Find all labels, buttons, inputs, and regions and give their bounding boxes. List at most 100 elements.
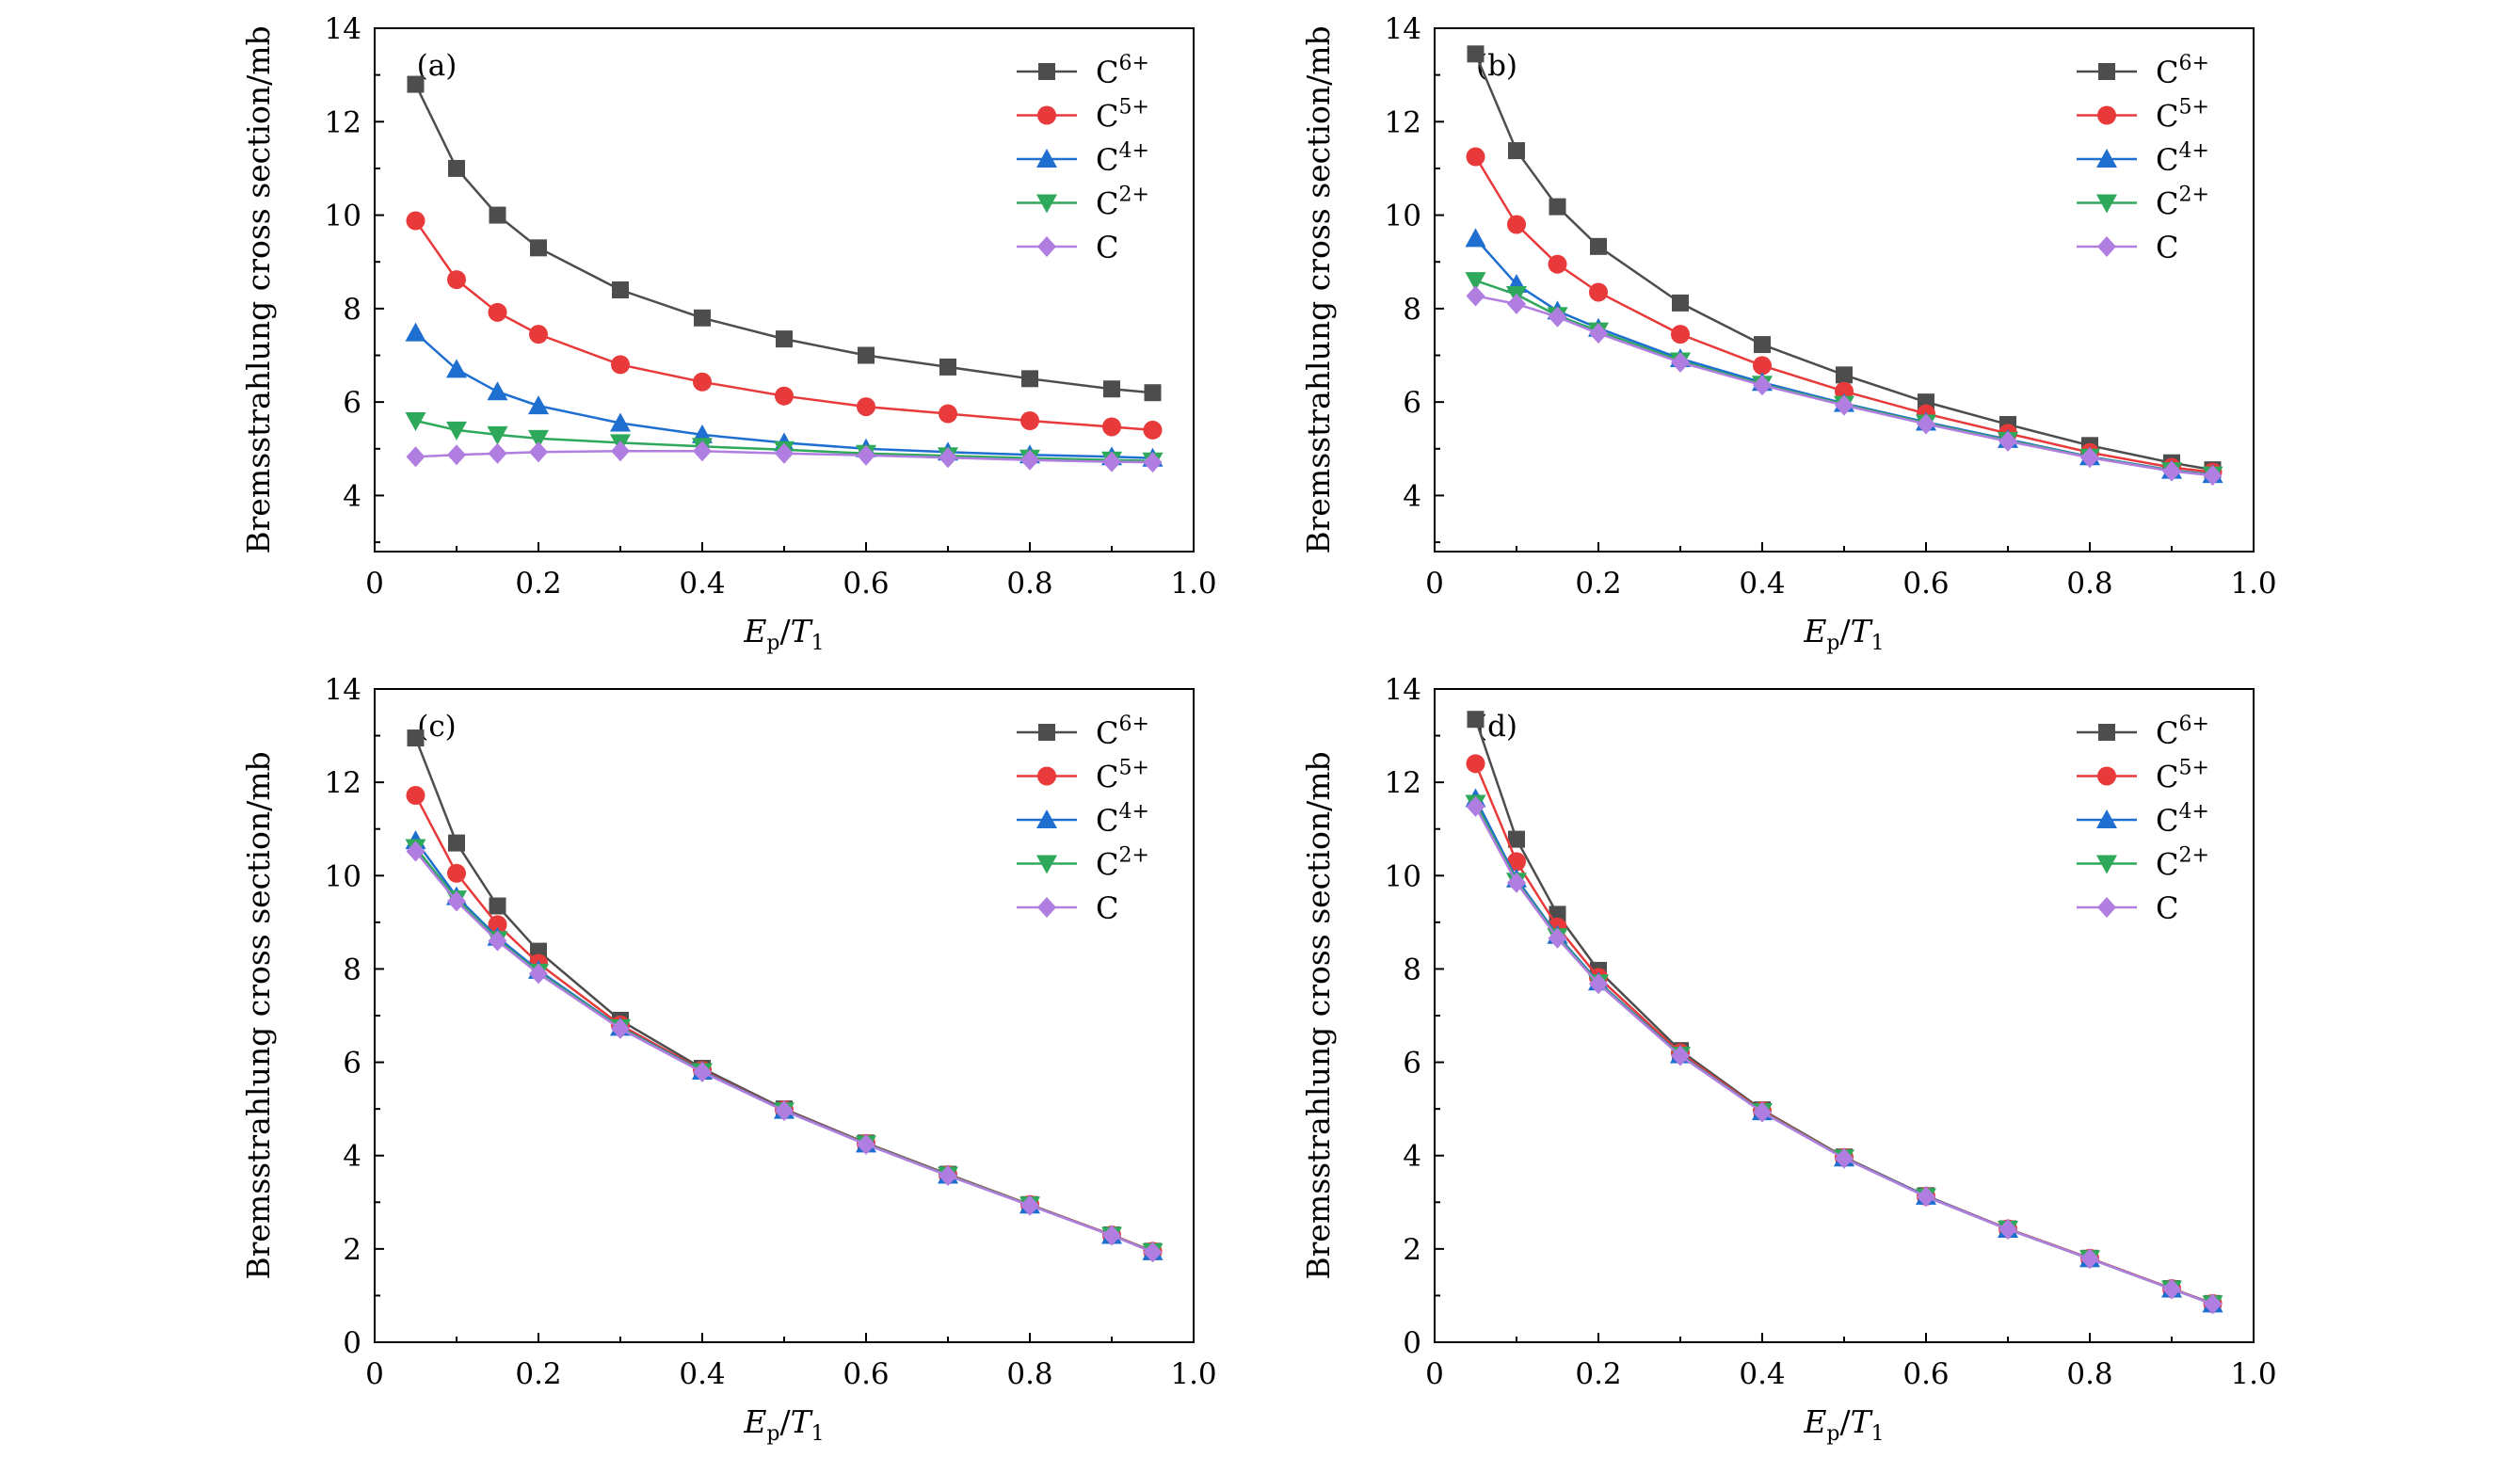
- data-point: [446, 421, 467, 441]
- data-point: [1549, 198, 1566, 216]
- data-point: [1671, 325, 1690, 344]
- data-point: [693, 441, 712, 462]
- data-point: [487, 381, 508, 401]
- legend-label: C6+: [2156, 52, 2209, 90]
- data-point: [1143, 420, 1163, 440]
- series-c5plus: [1466, 754, 2223, 1313]
- x-tick-label: 0.8: [2066, 1357, 2112, 1391]
- y-tick-label: 12: [325, 105, 361, 139]
- y-tick-label: 4: [343, 479, 361, 513]
- x-tick-label: 0.4: [1739, 1357, 1785, 1391]
- legend-label: C4+: [1096, 139, 1149, 178]
- data-point: [2162, 460, 2181, 482]
- data-point: [488, 915, 507, 935]
- x-axis-title-den-sub: 1: [811, 1422, 825, 1446]
- data-point: [447, 890, 466, 912]
- x-axis-title-sep: /: [1840, 1403, 1852, 1440]
- legend-label-sup: 4+: [1118, 139, 1148, 163]
- data-point: [1671, 1045, 1690, 1066]
- legend-label: C2+: [1096, 844, 1149, 883]
- data-point: [1507, 872, 1526, 893]
- legend-marker: [2096, 855, 2117, 874]
- legend-marker: [2096, 194, 2117, 214]
- data-point: [857, 397, 875, 417]
- legend-marker: [2098, 63, 2115, 80]
- x-axis-title-main: E: [1803, 613, 1826, 649]
- plot-frame: [1434, 688, 2255, 1343]
- legend-label: C5+: [2156, 96, 2209, 135]
- series-line: [1474, 237, 2213, 476]
- series-line: [1474, 718, 2213, 1306]
- legend-item: C6+: [1017, 52, 1149, 90]
- legend-label-sup: 4+: [2178, 800, 2208, 824]
- data-point: [775, 442, 794, 464]
- legend-item: C2+: [2077, 844, 2209, 883]
- x-axis-title: Ep/T1: [1803, 1403, 1884, 1446]
- data-point: [1466, 754, 1485, 774]
- y-tick-label: 8: [343, 953, 361, 986]
- data-point: [775, 386, 794, 406]
- legend-marker: [2096, 149, 2117, 168]
- y-tick-label: 10: [325, 859, 361, 893]
- y-tick-label: 8: [1403, 293, 1421, 327]
- x-axis-title-main: E: [1803, 1403, 1826, 1440]
- panel-d: 0 0.2 0.4 0.6 0.8 1.0 0 2 4 6 8 10 12 14 Ep/T1 Bremsstr…: [1300, 673, 2277, 1446]
- data-point: [1507, 215, 1526, 234]
- x-tick-label: 0: [365, 567, 384, 601]
- x-axis-title-sub: p: [766, 1422, 779, 1446]
- data-point: [611, 441, 630, 462]
- x-tick-label: 0.2: [515, 1357, 561, 1391]
- series-line: [1474, 155, 2213, 473]
- data-point: [405, 322, 426, 342]
- legend-label: C6+: [1096, 713, 1149, 751]
- data-point: [446, 359, 467, 378]
- data-point: [611, 1017, 630, 1039]
- data-point: [1835, 1147, 1854, 1169]
- legend-label: C4+: [2156, 800, 2209, 839]
- data-point: [612, 281, 629, 298]
- data-point: [939, 447, 957, 469]
- legend-label-sup: 6+: [1118, 713, 1148, 736]
- data-point: [1144, 384, 1162, 402]
- data-point: [529, 325, 548, 344]
- x-tick-label: 0.6: [843, 1357, 889, 1391]
- legend-label-base: C: [2156, 715, 2178, 751]
- x-axis-title-den: T: [1851, 613, 1874, 649]
- legend-item: C2+: [1017, 184, 1149, 222]
- y-tick-label: 6: [1403, 386, 1421, 420]
- x-tick-label: 0.8: [1006, 1357, 1052, 1391]
- data-point: [1507, 293, 1526, 314]
- series-line: [1474, 762, 2213, 1306]
- legend-label-base: C: [1096, 230, 1118, 265]
- y-tick-label: 4: [343, 1140, 361, 1174]
- data-point: [1021, 370, 1038, 388]
- series-c2plus: [1465, 794, 2223, 1315]
- x-tick-label: 0.2: [1575, 1357, 1621, 1391]
- x-axis-title: Ep/T1: [743, 1403, 824, 1446]
- data-point: [1508, 830, 1525, 848]
- legend-marker: [1037, 236, 1056, 257]
- data-point: [1465, 228, 1486, 248]
- x-axis-title-den: T: [1851, 1403, 1874, 1440]
- legend-marker: [1036, 194, 1057, 214]
- x-tick-label: 0: [1425, 1357, 1444, 1391]
- x-axis-title-den: T: [791, 1403, 814, 1440]
- legend-item: C: [2077, 890, 2178, 926]
- data-point: [489, 206, 506, 224]
- data-point: [1548, 927, 1567, 949]
- y-tick-label: 4: [1403, 1140, 1421, 1174]
- data-point: [1102, 1225, 1121, 1246]
- y-tick-label: 6: [343, 1047, 361, 1081]
- data-point: [1753, 375, 1772, 396]
- data-point: [1467, 711, 1485, 729]
- y-tick-label: 8: [1403, 953, 1421, 986]
- series-c: [1466, 795, 2223, 1315]
- data-point: [406, 211, 425, 231]
- legend-label-base: C: [2156, 890, 2178, 926]
- legend-label-sup: 6+: [2178, 52, 2208, 75]
- data-point: [1589, 973, 1608, 995]
- x-tick-label: 0.2: [515, 567, 561, 601]
- legend-item: C6+: [2077, 713, 2209, 751]
- data-point: [487, 425, 508, 445]
- legend-label-base: C: [2156, 55, 2178, 90]
